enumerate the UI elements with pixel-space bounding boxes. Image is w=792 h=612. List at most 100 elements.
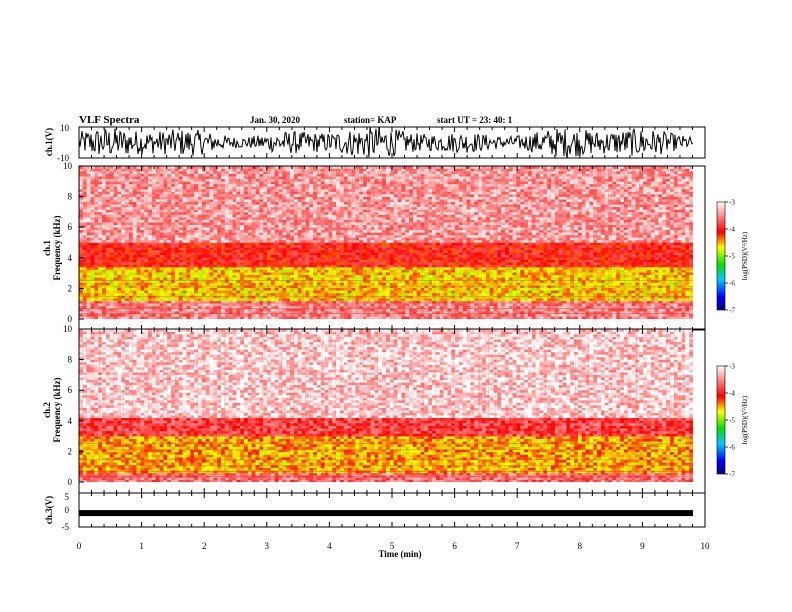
spectrogram-cell (581, 274, 586, 278)
spectrogram-cell (435, 287, 441, 291)
spectrogram-cell (497, 300, 502, 304)
spectrogram-cell (163, 282, 168, 286)
spectrogram-cell (263, 247, 268, 251)
spectrogram-cell (182, 259, 187, 263)
spectrogram-cell (82, 308, 87, 312)
spectrogram-cell (224, 287, 229, 291)
spectrogram-cell (497, 287, 502, 291)
spectrogram-cell (566, 305, 571, 309)
spectrogram-cell (527, 277, 533, 281)
spectrogram-cell (102, 254, 107, 258)
spectrogram-cell (362, 252, 368, 256)
spectrogram-cell (455, 300, 460, 304)
spectrogram-cell (220, 292, 226, 296)
spectrogram-cell (681, 305, 686, 309)
spectrogram-cell (132, 308, 137, 312)
spectrogram-cell (382, 303, 387, 307)
spectrogram-cell (539, 269, 544, 273)
spectrogram-cell (662, 282, 667, 286)
spectrogram-cell (620, 244, 625, 248)
spectrogram-cell (623, 305, 629, 309)
spectrogram-cell (650, 272, 655, 276)
spectrogram-cell (531, 272, 536, 276)
spectrogram-cell (508, 272, 513, 276)
spectrogram-cell (481, 303, 487, 307)
spectrogram-cell (167, 274, 172, 278)
spectrogram-cell (305, 311, 310, 315)
spectrogram-cell (316, 252, 322, 256)
spectrogram-cell (190, 254, 195, 258)
spectrogram-cell (520, 303, 525, 307)
spectrogram-cell (535, 279, 540, 283)
spectrogram-cell (416, 285, 421, 288)
spectrogram-cell (366, 259, 371, 263)
spectrogram-cell (405, 277, 410, 281)
spectrogram-cell (424, 300, 429, 304)
spectrogram-cell (267, 313, 272, 317)
spectrogram-cell (244, 252, 249, 256)
spectrogram-cell (593, 287, 598, 291)
spectrogram-cell (236, 269, 241, 273)
spectrogram-cell (320, 254, 325, 258)
spectrogram-cell (186, 252, 191, 256)
spectrogram-cell (669, 287, 675, 291)
spectrogram-cell (220, 279, 226, 283)
spectrogram-cell (501, 285, 506, 288)
spectrogram-cell (293, 254, 299, 258)
spectrogram-cell (616, 266, 621, 270)
spectrogram-cell (251, 242, 256, 246)
spectrogram-cell (401, 247, 406, 251)
spectrogram-cell (144, 266, 149, 270)
spectrogram-cell (524, 311, 529, 315)
spectrogram-cell (654, 290, 659, 294)
spectrogram-cell (620, 257, 625, 260)
spectrogram-cell (244, 282, 249, 286)
spectrogram-cell (516, 300, 521, 304)
spectrogram-cell (362, 264, 368, 268)
spectrogram-cell (240, 257, 245, 260)
spectrogram-cell (416, 264, 421, 268)
spectrogram-cell (355, 277, 360, 281)
spectrogram-cell (451, 300, 456, 304)
spectrogram-cell (159, 274, 164, 278)
spectrogram-cell (194, 290, 199, 294)
spectrogram-cell (681, 300, 686, 304)
spectrogram-cell (98, 282, 103, 286)
spectrogram-cell (159, 249, 164, 253)
spectrogram-cell (416, 308, 421, 312)
spectrogram-cell (343, 279, 348, 283)
spectrogram-cell (447, 292, 452, 296)
spectrogram-cell (662, 252, 667, 256)
spectrogram-cell (485, 257, 490, 260)
spectrogram-cell (474, 269, 479, 273)
spectrogram-cell (213, 279, 218, 283)
spectrogram-cell (182, 264, 187, 268)
spectrogram-cell (508, 311, 513, 315)
spectrogram-cell (566, 290, 571, 294)
spectrogram-cell (205, 308, 210, 312)
spectrogram-cell (562, 311, 567, 315)
spectrogram-cell (98, 262, 103, 265)
spectrogram-cell (662, 274, 667, 278)
spectrogram-cell (309, 277, 314, 281)
spectrogram-cell (562, 298, 567, 301)
spectrogram-cell (105, 242, 110, 246)
spectrogram-cell (343, 269, 348, 273)
spectrogram-cell (455, 262, 460, 265)
spectrogram-cell (516, 308, 521, 312)
spectrogram-cell (504, 313, 510, 317)
spectrogram-cell (366, 316, 371, 319)
spectrogram-cell (539, 257, 544, 260)
spectrogram-cell (259, 277, 264, 281)
spectrogram-cell (232, 252, 237, 256)
spectrogram-cell (539, 300, 544, 304)
spectrogram-cell (547, 282, 552, 286)
spectrogram-cell (397, 303, 402, 307)
spectrogram-cell (643, 298, 648, 301)
spectrogram-cell (328, 262, 333, 265)
spectrogram-cell (608, 259, 613, 263)
spectrogram-cell (378, 254, 383, 258)
spectrogram-cell (428, 311, 433, 315)
spectrogram-cell (689, 277, 693, 281)
spectrogram-cell (209, 316, 214, 319)
